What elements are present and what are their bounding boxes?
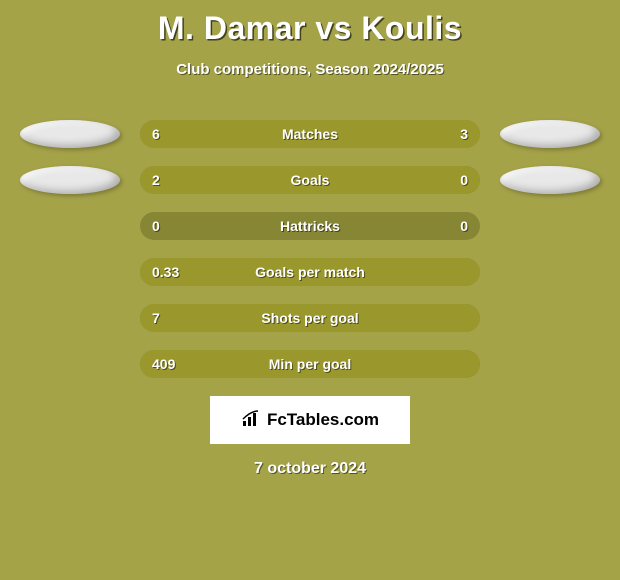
stat-bar: 0.33 Goals per match (140, 258, 480, 286)
stat-label: Goals (291, 172, 330, 188)
stat-row: 0.33 Goals per match (0, 258, 620, 286)
orb-placeholder (500, 212, 600, 240)
value-left: 7 (152, 310, 160, 326)
stat-row: 409 Min per goal (0, 350, 620, 378)
stats-container: 6 Matches 3 2 Goals 0 0 Hattricks 0 0.33 Goals per… (0, 120, 620, 378)
orb-placeholder (20, 258, 120, 286)
value-left: 2 (152, 172, 160, 188)
orb-placeholder (20, 350, 120, 378)
value-right: 3 (460, 126, 468, 142)
stat-bar: 6 Matches 3 (140, 120, 480, 148)
player-left-orb (20, 166, 120, 194)
value-left: 409 (152, 356, 175, 372)
date-text: 7 october 2024 (0, 460, 620, 478)
value-left: 0.33 (152, 264, 179, 280)
orb-placeholder (20, 212, 120, 240)
branding-badge[interactable]: FcTables.com (210, 396, 410, 444)
branding-text: FcTables.com (267, 410, 379, 430)
value-right: 0 (460, 218, 468, 234)
player-right-orb (500, 166, 600, 194)
stat-label: Matches (282, 126, 338, 142)
stat-label: Shots per goal (261, 310, 358, 326)
bar-fill-left (140, 166, 405, 194)
stat-bar: 409 Min per goal (140, 350, 480, 378)
stat-bar: 2 Goals 0 (140, 166, 480, 194)
player-left-orb (20, 120, 120, 148)
stat-label: Goals per match (255, 264, 365, 280)
stat-row: 0 Hattricks 0 (0, 212, 620, 240)
stat-label: Hattricks (280, 218, 340, 234)
player-right-orb (500, 120, 600, 148)
bar-fill-right (405, 166, 480, 194)
stat-bar: 7 Shots per goal (140, 304, 480, 332)
stat-row: 2 Goals 0 (0, 166, 620, 194)
orb-placeholder (500, 350, 600, 378)
orb-placeholder (20, 304, 120, 332)
orb-placeholder (500, 258, 600, 286)
orb-placeholder (500, 304, 600, 332)
chart-icon (241, 409, 263, 432)
subtitle: Club competitions, Season 2024/2025 (0, 61, 620, 78)
stat-row: 6 Matches 3 (0, 120, 620, 148)
stat-bar: 0 Hattricks 0 (140, 212, 480, 240)
value-left: 6 (152, 126, 160, 142)
value-left: 0 (152, 218, 160, 234)
stat-label: Min per goal (269, 356, 351, 372)
page-title: M. Damar vs Koulis (0, 0, 620, 47)
stat-row: 7 Shots per goal (0, 304, 620, 332)
value-right: 0 (460, 172, 468, 188)
